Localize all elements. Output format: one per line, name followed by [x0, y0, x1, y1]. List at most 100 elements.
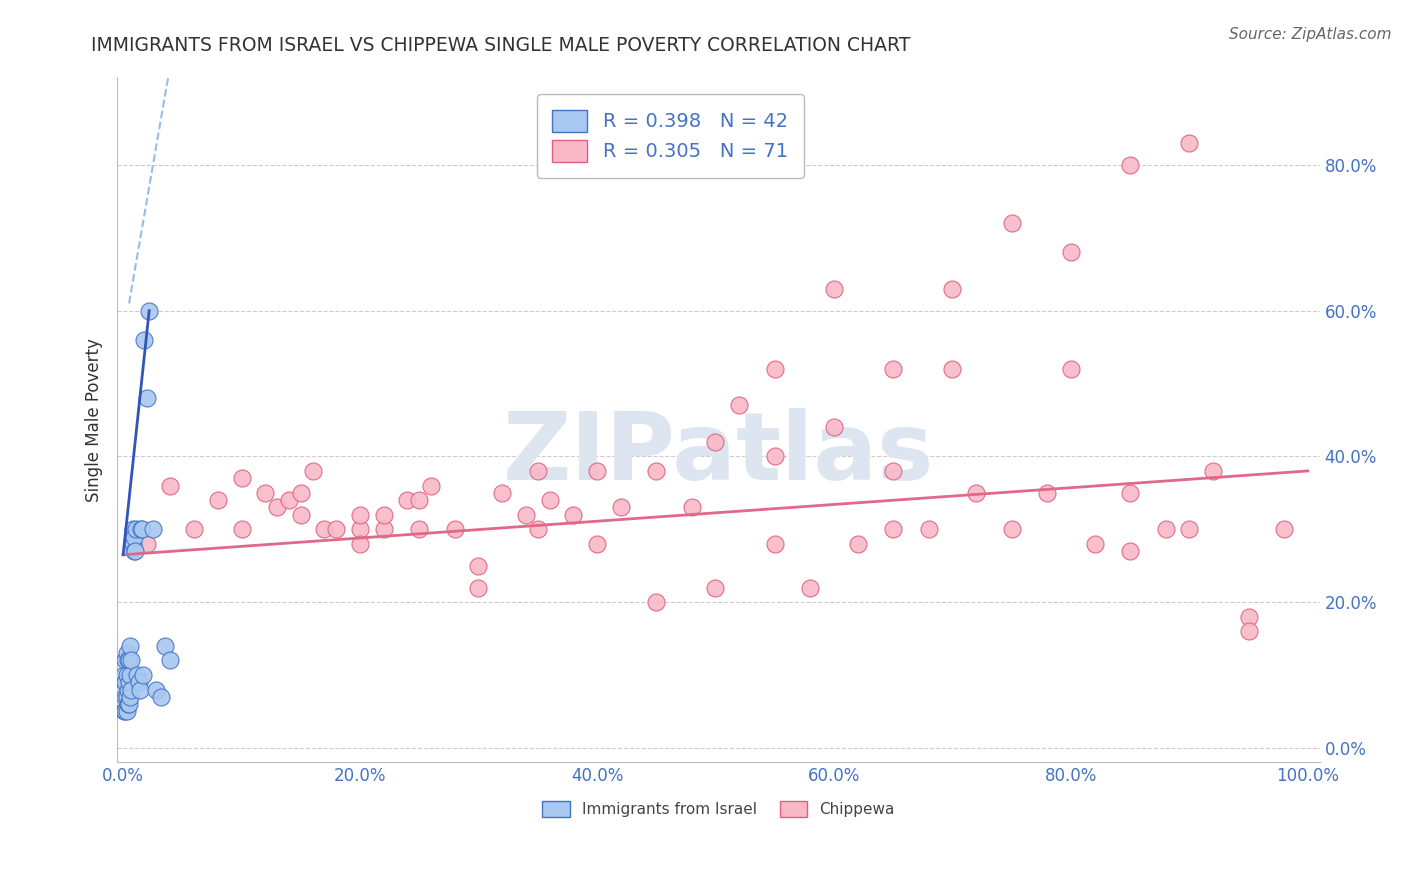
Point [145, 682, 167, 697]
Point [586, 464, 609, 478]
Point [846, 537, 869, 551]
Point [114, 675, 136, 690]
Point [134, 333, 156, 347]
Point [118, 675, 141, 690]
Point [420, 478, 443, 492]
Point [941, 362, 963, 376]
Point [1272, 522, 1295, 536]
Point [135, 537, 157, 551]
Point [118, 653, 141, 667]
Point [882, 464, 904, 478]
Point [132, 668, 155, 682]
Point [120, 682, 142, 697]
Point [349, 508, 371, 522]
Point [1119, 544, 1142, 558]
Point [121, 522, 143, 536]
Point [114, 690, 136, 704]
Point [396, 493, 419, 508]
Text: Source: ZipAtlas.com: Source: ZipAtlas.com [1229, 27, 1392, 42]
Point [704, 434, 727, 449]
Point [114, 705, 136, 719]
Point [290, 508, 312, 522]
Point [159, 653, 181, 667]
Point [266, 500, 288, 515]
Legend: Immigrants from Israel, Chippewa: Immigrants from Israel, Chippewa [536, 795, 901, 823]
Text: IMMIGRANTS FROM ISRAEL VS CHIPPEWA SINGLE MALE POVERTY CORRELATION CHART: IMMIGRANTS FROM ISRAEL VS CHIPPEWA SINGL… [91, 36, 911, 54]
Point [121, 537, 143, 551]
Point [515, 508, 537, 522]
Point [1000, 216, 1022, 230]
Point [645, 464, 668, 478]
Point [115, 668, 138, 682]
Text: ZIPatlas: ZIPatlas [503, 409, 934, 500]
Point [117, 682, 139, 697]
Point [917, 522, 939, 536]
Point [325, 522, 347, 536]
Point [467, 558, 489, 573]
Point [142, 522, 165, 536]
Point [538, 493, 561, 508]
Point [408, 522, 430, 536]
Point [131, 522, 153, 536]
Point [704, 581, 727, 595]
Point [122, 544, 145, 558]
Point [491, 485, 513, 500]
Point [763, 450, 786, 464]
Point [763, 362, 786, 376]
Point [114, 653, 136, 667]
Point [118, 697, 141, 711]
Point [1237, 609, 1260, 624]
Point [125, 522, 148, 536]
Point [349, 537, 371, 551]
Point [115, 646, 138, 660]
Point [408, 493, 430, 508]
Point [609, 500, 631, 515]
Point [128, 675, 150, 690]
Point [1119, 158, 1142, 172]
Point [231, 522, 253, 536]
Point [645, 595, 668, 609]
Point [526, 522, 548, 536]
Point [526, 464, 548, 478]
Y-axis label: Single Male Poverty: Single Male Poverty [86, 338, 103, 502]
Point [467, 581, 489, 595]
Point [1202, 464, 1225, 478]
Point [112, 705, 135, 719]
Point [115, 690, 138, 704]
Point [823, 282, 845, 296]
Point [1060, 362, 1083, 376]
Point [1119, 485, 1142, 500]
Point [314, 522, 336, 536]
Point [254, 485, 277, 500]
Point [562, 508, 585, 522]
Point [799, 581, 821, 595]
Point [586, 537, 609, 551]
Point [1178, 522, 1201, 536]
Point [127, 668, 149, 682]
Point [373, 522, 395, 536]
Point [823, 420, 845, 434]
Point [120, 668, 142, 682]
Point [443, 522, 465, 536]
Point [290, 485, 312, 500]
Point [112, 668, 135, 682]
Point [112, 682, 135, 697]
Point [882, 362, 904, 376]
Point [117, 653, 139, 667]
Point [138, 303, 160, 318]
Point [882, 522, 904, 536]
Point [120, 690, 142, 704]
Point [728, 398, 751, 412]
Point [349, 522, 371, 536]
Point [183, 522, 205, 536]
Point [763, 537, 786, 551]
Point [278, 493, 301, 508]
Point [1060, 245, 1083, 260]
Point [128, 682, 150, 697]
Point [117, 697, 139, 711]
Point [941, 282, 963, 296]
Point [150, 690, 173, 704]
Point [373, 508, 395, 522]
Point [124, 544, 146, 558]
Point [1237, 624, 1260, 639]
